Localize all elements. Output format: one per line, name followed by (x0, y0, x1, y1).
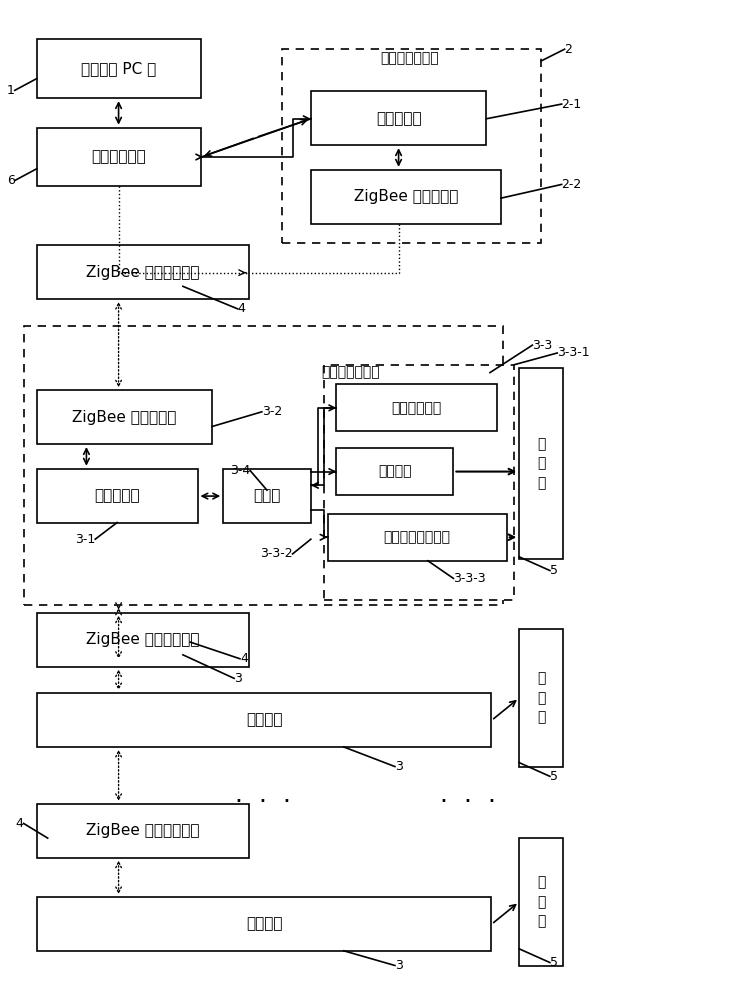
Bar (311, 91, 486, 145)
Text: 调压模块: 调压模块 (378, 465, 412, 479)
Text: 4: 4 (238, 302, 245, 315)
Text: ZigBee 无线模块一: ZigBee 无线模块一 (354, 189, 458, 204)
Text: 分控处理器: 分控处理器 (94, 488, 140, 503)
Text: 网络协调控制器: 网络协调控制器 (380, 51, 439, 65)
Bar (37, 245, 248, 299)
Text: ·  ·  ·: · · · (440, 790, 496, 814)
Text: ·  ·  ·: · · · (235, 790, 292, 814)
Bar (519, 629, 563, 767)
Text: 电极升降控制模块: 电极升降控制模块 (383, 530, 451, 544)
Text: 下位机: 下位机 (254, 488, 280, 503)
Bar (327, 514, 507, 561)
Bar (324, 365, 514, 600)
Text: ZigBee 无线通信网络: ZigBee 无线通信网络 (86, 265, 199, 280)
Text: 5: 5 (550, 956, 558, 969)
Bar (223, 469, 311, 523)
Text: 监控中心 PC 机: 监控中心 PC 机 (81, 61, 157, 76)
Text: 5: 5 (550, 770, 558, 783)
Bar (311, 170, 501, 224)
Bar (37, 804, 248, 858)
Text: 3-1: 3-1 (75, 533, 95, 546)
Text: 总控处理器: 总控处理器 (376, 111, 421, 126)
Bar (37, 390, 212, 444)
Bar (519, 368, 563, 559)
Bar (37, 469, 198, 523)
Bar (336, 448, 454, 495)
Bar (519, 838, 563, 966)
Text: 3: 3 (395, 760, 403, 773)
Text: 3-4: 3-4 (230, 464, 250, 477)
Text: 串行通信接口: 串行通信接口 (92, 149, 146, 164)
Bar (37, 613, 248, 667)
Text: 电
渣
炉: 电 渣 炉 (537, 437, 545, 490)
Text: 分控制器: 分控制器 (246, 916, 282, 931)
Text: 5: 5 (550, 564, 558, 577)
Text: 3: 3 (395, 959, 403, 972)
Text: 电
渣
炉: 电 渣 炉 (537, 671, 545, 724)
Text: 4: 4 (16, 817, 24, 830)
Text: 1: 1 (7, 84, 15, 97)
Text: 2-2: 2-2 (562, 178, 582, 191)
Bar (37, 693, 492, 747)
Bar (25, 326, 503, 605)
Text: 2: 2 (565, 43, 572, 56)
Text: 3-3-1: 3-3-1 (557, 347, 590, 360)
Text: 分控制器: 分控制器 (246, 713, 282, 728)
Text: 3-3: 3-3 (533, 339, 553, 352)
Text: 电渣炉测控单元: 电渣炉测控单元 (322, 366, 380, 380)
Text: 2-1: 2-1 (562, 98, 582, 111)
Text: 电
渣
炉: 电 渣 炉 (537, 875, 545, 928)
Bar (37, 128, 201, 186)
Text: ZigBee 无线通信网络: ZigBee 无线通信网络 (86, 632, 199, 647)
Text: 6: 6 (7, 174, 15, 187)
Text: ZigBee 无线通信网络: ZigBee 无线通信网络 (86, 823, 199, 838)
Text: 3-2: 3-2 (262, 405, 282, 418)
Bar (37, 897, 492, 951)
Text: 3-3-3: 3-3-3 (454, 572, 486, 585)
Text: 3: 3 (234, 672, 242, 685)
Bar (37, 39, 201, 98)
Text: 3-3-2: 3-3-2 (260, 547, 292, 560)
Text: ZigBee 无线模块二: ZigBee 无线模块二 (72, 410, 177, 425)
Bar (336, 384, 498, 431)
Bar (281, 49, 541, 243)
Text: 4: 4 (240, 652, 248, 665)
Text: 信号采集模块: 信号采集模块 (392, 401, 442, 415)
